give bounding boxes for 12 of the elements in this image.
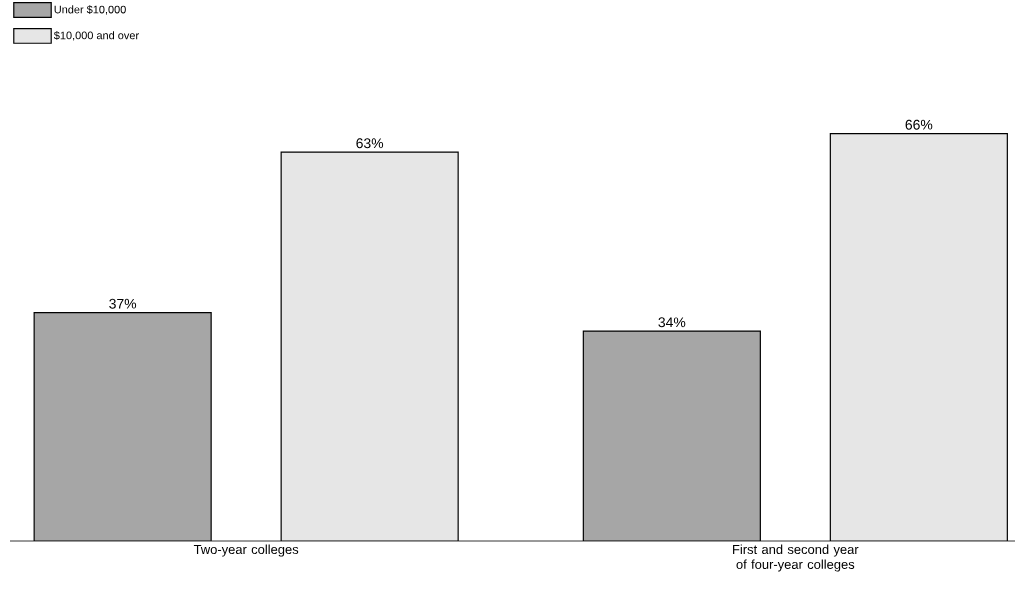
data-label: 34% xyxy=(658,317,686,328)
bar xyxy=(582,330,761,541)
data-label: 66% xyxy=(905,119,933,130)
legend-label: Under $10,000 xyxy=(54,5,126,15)
data-label: 63% xyxy=(356,138,384,149)
data-label: 37% xyxy=(109,298,137,309)
bar xyxy=(281,152,459,541)
x-tick-label: Two-year colleges xyxy=(193,544,299,557)
x-tick-label: First and second year of four-year colleges xyxy=(733,544,859,572)
bar xyxy=(34,312,212,541)
bar xyxy=(829,132,1008,541)
legend-label: $10,000 and over xyxy=(53,31,139,41)
